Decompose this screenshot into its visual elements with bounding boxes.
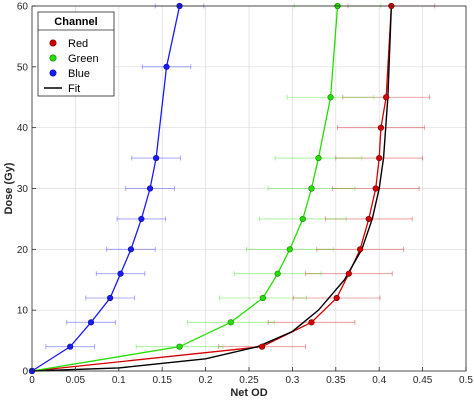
legend-label-green: Green [68,53,99,65]
data-point-green [308,185,315,192]
data-point-red [372,185,379,192]
error-bars [45,3,436,350]
legend-label-blue: Blue [68,68,90,80]
fit-line [31,5,393,372]
y-tick-label: 30 [17,184,29,195]
y-tick-label: 50 [17,62,29,73]
data-point-red [383,94,390,101]
data-point-red [333,294,340,302]
y-tick-label: 60 [17,2,29,13]
data-point-blue [127,246,135,253]
x-tick-label: 0.3 [285,375,299,386]
legend-entries: Red Green Blue Fit [44,38,99,95]
data-point-blue [117,270,124,277]
legend-label-fit: Fit [68,83,80,95]
x-tick-label: 0.25 [239,375,259,386]
data-point-blue [138,215,145,223]
legend-swatch-red [49,39,57,47]
x-tick-label: 0.1 [112,375,126,386]
x-tick-label: 0 [29,375,35,386]
data-point-red [345,270,352,277]
axis-ticks: 0 0.05 0.1 0.15 0.2 0.25 0.3 0.35 0.4 0.45 0.5 0 10 2… [17,2,474,387]
data-point-blue [153,154,160,162]
x-tick-label: 0.15 [152,375,172,386]
legend-swatch-green [49,54,57,62]
x-tick-label: 0.05 [66,375,86,386]
data-point-red [357,246,364,253]
data-point-green [286,246,293,253]
x-tick-label: 0.35 [326,375,346,386]
data-point-blue [146,185,154,192]
x-tick-label: 0.45 [413,375,433,386]
data-point-green [227,319,234,326]
series-line-red [31,5,392,372]
data-point-red [258,343,266,350]
legend: Channel Red Green Blue Fit [37,11,115,97]
data-point-red [377,124,385,131]
data-point-green [274,270,281,277]
x-axis-label: Net OD [230,387,267,399]
legend-box [37,11,115,97]
data-point-red [308,319,315,326]
data-point-blue [163,63,170,70]
x-tick-label: 0.4 [372,375,386,386]
legend-title: Channel [54,16,97,28]
y-tick-label: 40 [17,123,29,134]
x-tick-label: 0.5 [459,375,473,386]
series-markers [28,2,395,375]
legend-swatch-blue [49,69,57,77]
data-point-red [365,215,372,223]
y-axis-label: Dose (Gy) [3,162,15,214]
x-tick-label: 0.2 [199,375,213,386]
y-tick-label: 20 [17,245,29,256]
data-point-green [299,215,306,223]
data-point-red [376,154,383,162]
legend-label-red: Red [68,38,88,50]
data-point-green [327,94,334,101]
data-point-green [176,343,183,350]
data-point-blue [67,343,74,350]
data-point-green [259,294,266,302]
data-point-blue [107,294,114,302]
y-tick-label: 0 [22,367,28,378]
y-tick-label: 10 [17,306,29,317]
data-point-green [315,154,322,162]
data-point-blue [87,319,95,326]
